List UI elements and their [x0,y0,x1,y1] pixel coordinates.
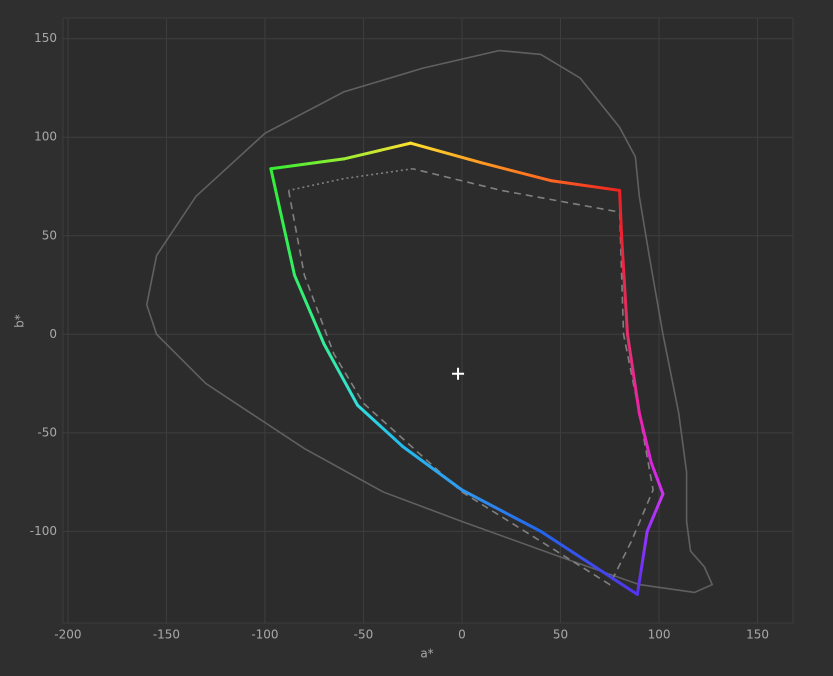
plot-area [62,17,794,624]
y-axis-label: b* [13,314,27,328]
gamut-edge [620,234,629,336]
outline [145,49,714,594]
gamut-edge [649,460,665,496]
gamut-edge [356,403,405,449]
y-tick-label: 50 [42,228,57,242]
gamut-edge [625,332,641,415]
gamut-edge [269,157,346,171]
gamut-edge [637,411,653,464]
x-tick-label: 150 [746,628,769,642]
y-tick-label: 0 [49,327,57,341]
x-tick-label: 100 [648,628,671,642]
outline [287,167,654,586]
center-marker [452,367,465,380]
x-tick-label: 50 [553,628,568,642]
gamut-edge [635,529,649,596]
gamut-edge [460,488,543,533]
gamut-edge [322,342,360,407]
gamut-edge [549,179,622,192]
gamut-edge [539,529,639,596]
gamut-edge [293,273,326,346]
y-tick-label: -50 [37,425,57,439]
x-tick-label: -50 [354,628,374,642]
x-tick-label: -100 [251,628,278,642]
y-tick-label: 100 [34,130,57,144]
gamut-edge [480,161,553,183]
x-tick-label: -200 [54,628,81,642]
gamut-edge [342,141,413,161]
gamut-edge [618,188,624,238]
x-tick-label: 0 [458,628,466,642]
gamut-edge [401,445,464,492]
y-tick-label: 150 [34,31,57,45]
x-axis-label: a* [420,647,433,661]
gamut-edge [645,492,665,533]
gamut-edge [409,141,484,165]
y-tick-label: -100 [30,524,57,538]
gamut-edge [269,167,297,277]
x-tick-label: -150 [153,628,180,642]
